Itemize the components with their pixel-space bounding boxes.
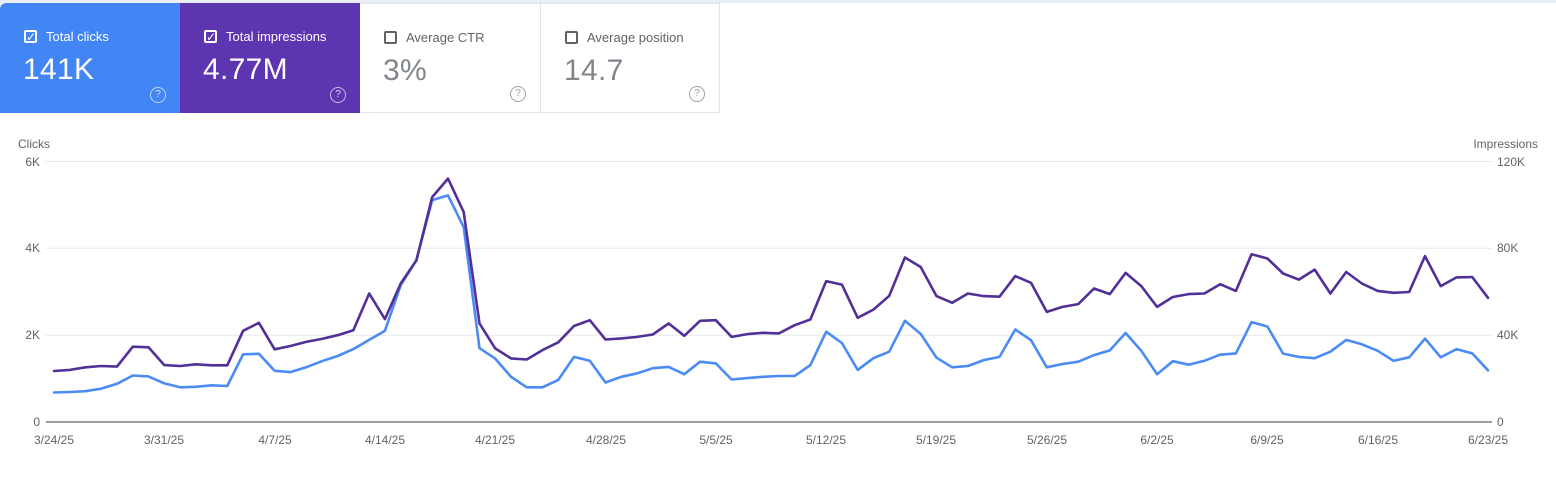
right-axis-title: Impressions xyxy=(1473,137,1538,151)
x-axis-date-label: 3/24/25 xyxy=(33,433,75,447)
x-axis-date-label: 4/21/25 xyxy=(474,433,516,447)
left-axis-tick-label: 0 xyxy=(33,415,40,429)
impressions-line-series[interactable] xyxy=(52,177,1490,373)
average-ctr-checkbox-unchecked-icon[interactable] xyxy=(384,31,397,44)
help-icon[interactable] xyxy=(510,86,526,102)
average-position-label: Average position xyxy=(587,30,684,45)
total-clicks-checkbox-checked-icon[interactable] xyxy=(24,30,37,44)
total-impressions-value: 4.77M xyxy=(203,53,288,86)
help-icon[interactable] xyxy=(689,86,705,102)
x-axis-date-label: 5/19/25 xyxy=(915,433,957,447)
left-axis-tick-label: 6K xyxy=(25,155,40,169)
average-position-checkbox-unchecked-icon[interactable] xyxy=(565,31,578,44)
total-impressions-checkbox-checked-icon[interactable] xyxy=(204,30,217,44)
help-icon[interactable] xyxy=(330,87,346,103)
right-axis-tick-label: 80K xyxy=(1497,241,1519,255)
average-ctr-label: Average CTR xyxy=(406,30,485,45)
x-axis-date-label: 6/9/25 xyxy=(1250,433,1284,447)
x-axis-date-label: 3/31/25 xyxy=(143,433,185,447)
left-axis-tick-label: 2K xyxy=(25,328,40,342)
x-axis-date-label: 5/5/25 xyxy=(699,433,733,447)
total-impressions-label: Total impressions xyxy=(226,29,327,44)
help-icon[interactable] xyxy=(150,87,166,103)
left-axis-title: Clicks xyxy=(18,137,50,151)
clicks-line-series[interactable] xyxy=(52,194,1490,394)
x-axis-date-label: 5/12/25 xyxy=(805,433,847,447)
total-clicks-label: Total clicks xyxy=(46,29,109,44)
metric-card-average-ctr[interactable]: Average CTR 3% xyxy=(360,3,540,113)
x-axis-date-label: 4/7/25 xyxy=(258,433,292,447)
x-axis-date-label: 4/14/25 xyxy=(364,433,406,447)
metric-card-total-clicks[interactable]: Total clicks 141K xyxy=(0,3,180,113)
right-axis-tick-label: 0 xyxy=(1497,415,1504,429)
metric-card-average-position[interactable]: Average position 14.7 xyxy=(540,3,720,113)
average-position-value: 14.7 xyxy=(564,54,624,87)
left-axis-tick-label: 4K xyxy=(25,241,40,255)
x-axis-date-label: 4/28/25 xyxy=(585,433,627,447)
metric-card-total-impressions[interactable]: Total impressions 4.77M xyxy=(180,3,360,113)
average-ctr-value: 3% xyxy=(383,54,427,87)
metric-cards-row: Total clicks 141K Total impressions 4.77… xyxy=(0,3,720,113)
total-clicks-value: 141K xyxy=(23,53,95,86)
x-axis-date-label: 6/23/25 xyxy=(1467,433,1509,447)
x-axis-date-label: 5/26/25 xyxy=(1026,433,1068,447)
x-axis-date-label: 6/16/25 xyxy=(1357,433,1399,447)
right-axis-tick-label: 40K xyxy=(1497,328,1519,342)
right-axis-tick-label: 120K xyxy=(1497,155,1526,169)
page-background-strip xyxy=(0,0,1556,3)
x-axis-date-label: 6/2/25 xyxy=(1140,433,1174,447)
